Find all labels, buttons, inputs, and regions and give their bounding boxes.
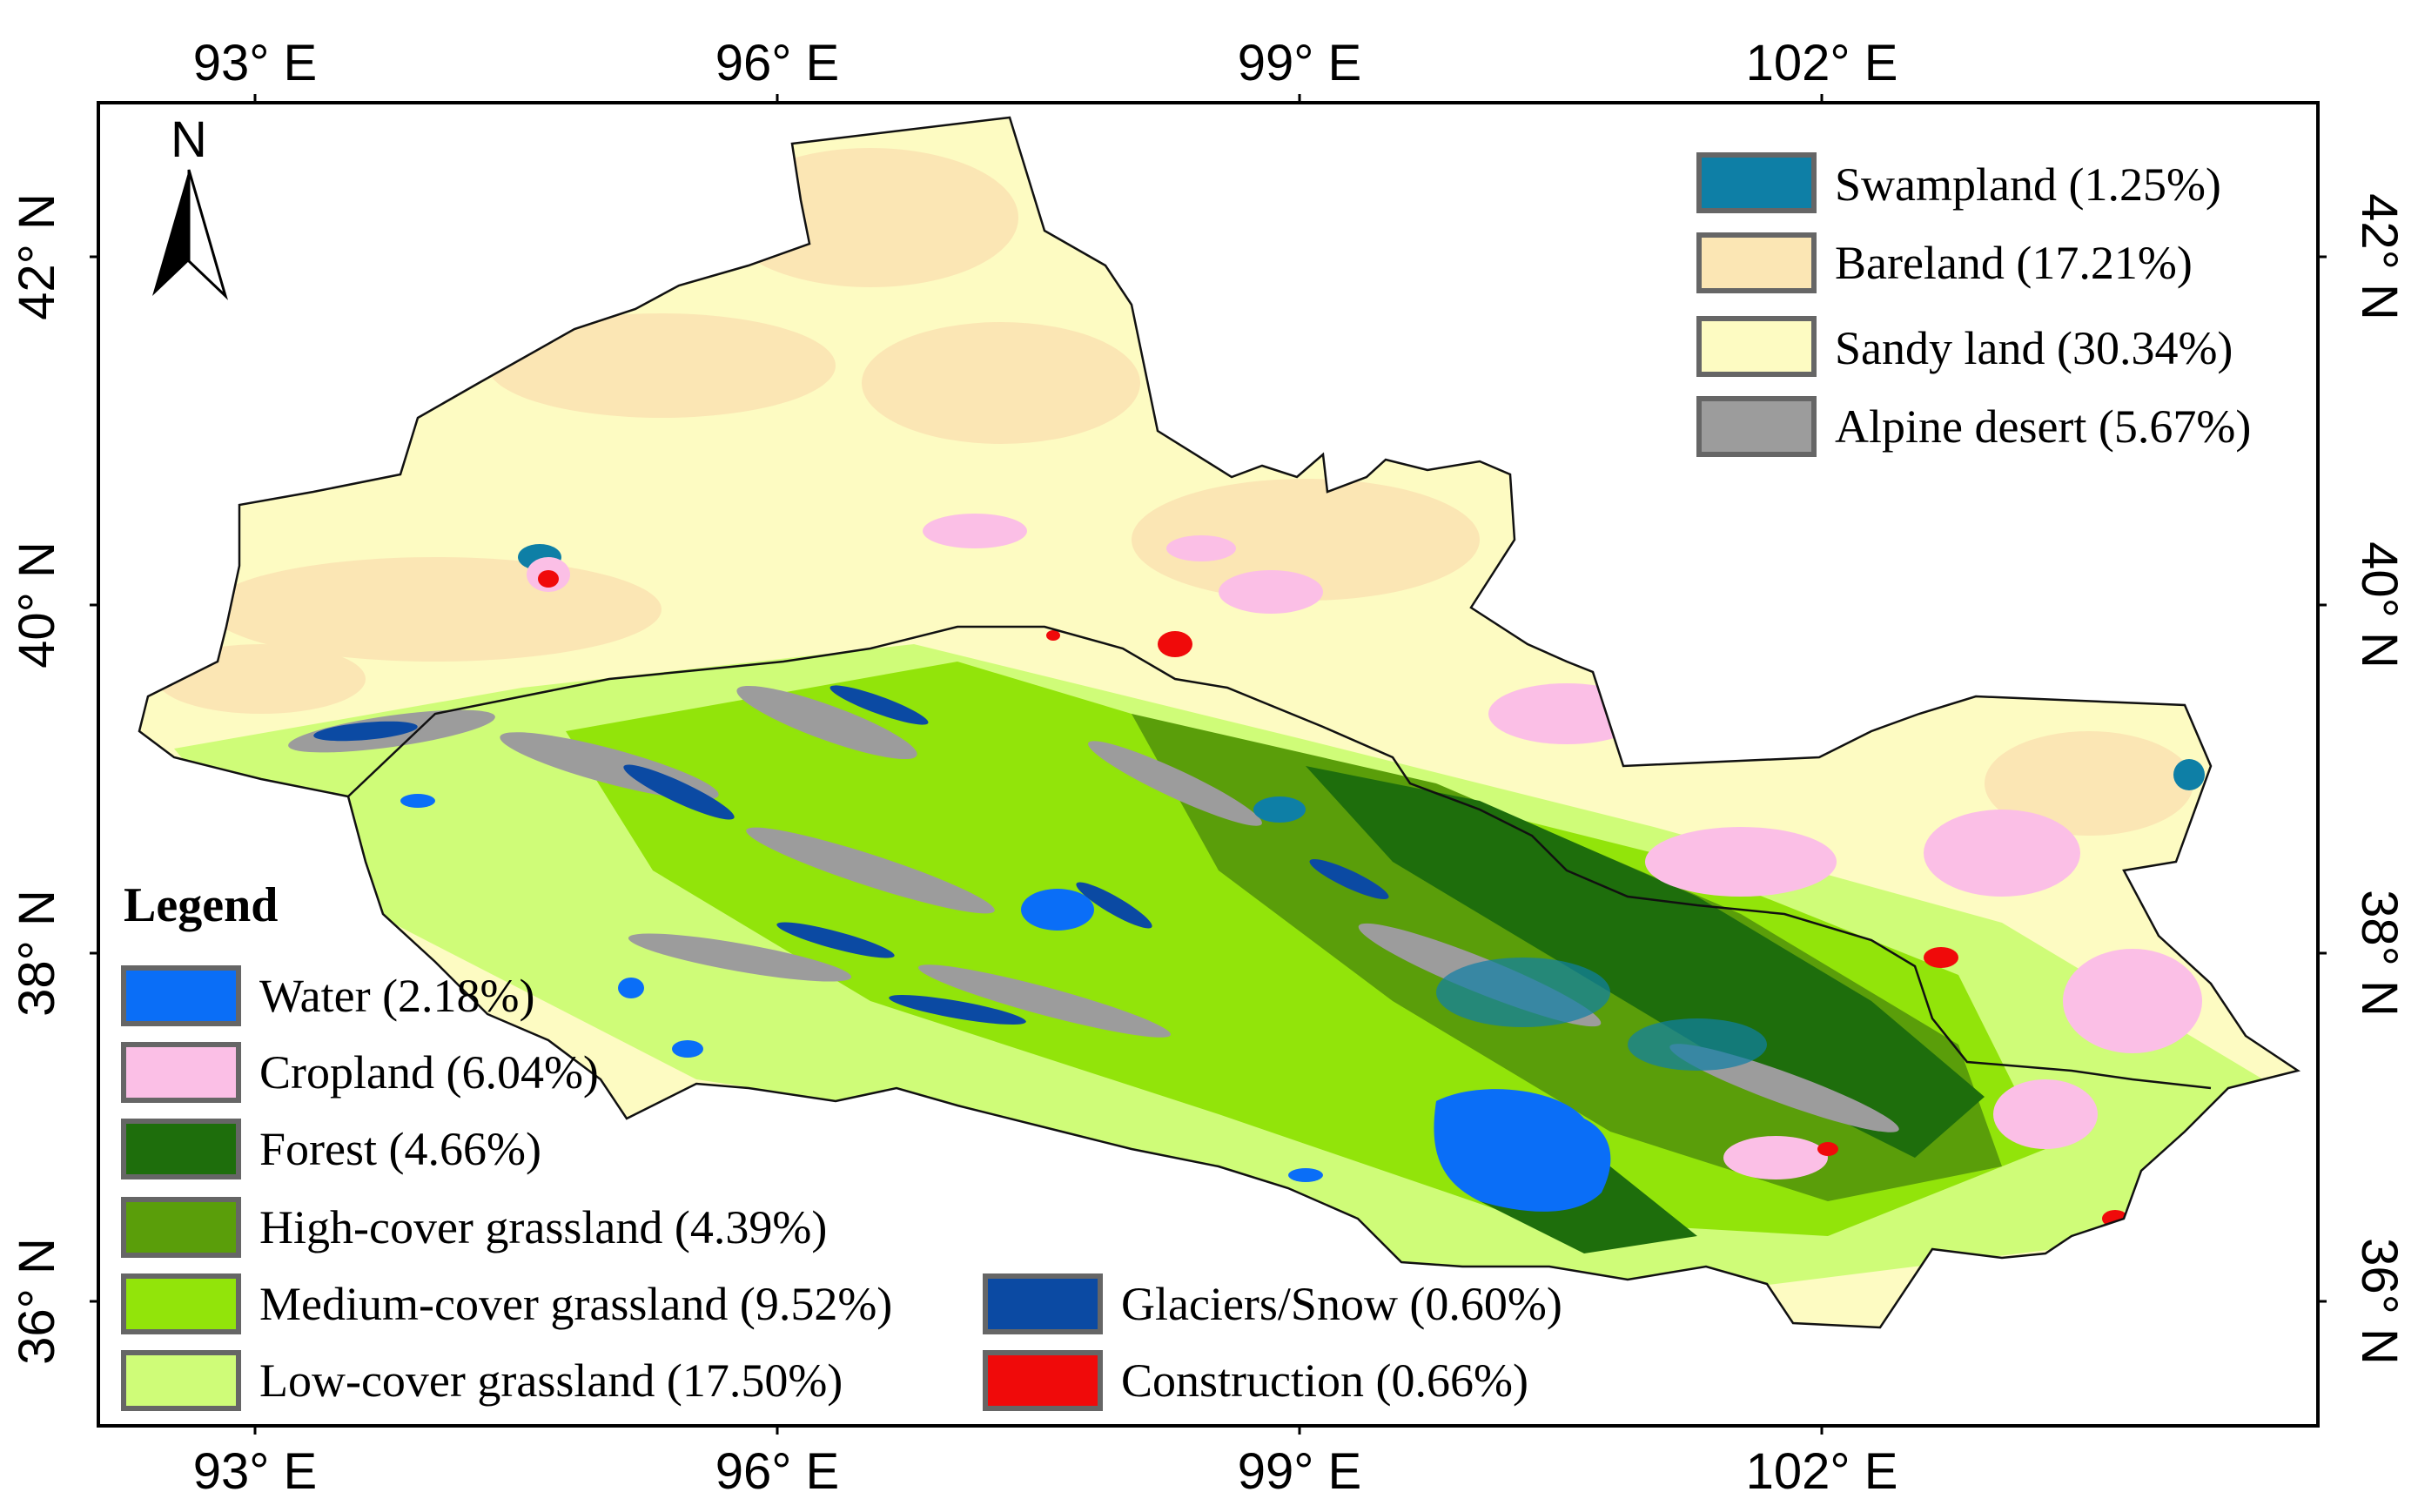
lon-tick-top: 93° E [193, 35, 318, 91]
legend-swatch [121, 1197, 241, 1258]
legend-swatch [121, 965, 241, 1026]
lat-tick-right: 42° N [2351, 193, 2408, 320]
legend-item-water: Water (2.18%) [121, 965, 535, 1026]
legend-item-swampland: Swampland (1.25%) [1696, 152, 2221, 213]
legend-bottom: Legend Water (2.18%) Cropland (6.04%) Fo… [121, 878, 1562, 1411]
legend-item-alpine-desert: Alpine desert (5.67%) [1696, 396, 2251, 457]
legend-swatch [983, 1350, 1103, 1411]
legend-label: Low-cover grassland (17.50%) [259, 1354, 843, 1407]
legend-item-forest: Forest (4.66%) [121, 1119, 541, 1179]
north-label: N [171, 111, 207, 168]
legend-item-high-cover-grassland: High-cover grassland (4.39%) [121, 1197, 827, 1258]
legend-swatch [1696, 232, 1817, 293]
legend-item-glaciers-snow: Glaciers/Snow (0.60%) [983, 1273, 1562, 1334]
legend-label: Sandy land (30.34%) [1835, 322, 2233, 374]
north-arrow-icon [152, 169, 228, 300]
internal-boundary [347, 625, 2212, 1090]
lon-tick-bottom: 102° E [1746, 1443, 1898, 1500]
legend-label: Alpine desert (5.67%) [1835, 400, 2251, 453]
latitude-labels-left: 42° N 40° N 38° N 36° N [9, 193, 65, 1365]
lat-tick-left: 36° N [9, 1238, 65, 1365]
legend-label: Medium-cover grassland (9.52%) [259, 1278, 892, 1330]
legend-label: Swampland (1.25%) [1835, 158, 2221, 211]
lon-tick-bottom: 93° E [193, 1443, 318, 1500]
legend-item-medium-cover-grassland: Medium-cover grassland (9.52%) [121, 1273, 892, 1334]
lat-tick-right: 36° N [2351, 1238, 2408, 1365]
legend-item-construction: Construction (0.66%) [983, 1350, 1528, 1411]
lat-tick-left: 38° N [9, 890, 65, 1017]
lon-tick-top: 99° E [1238, 35, 1362, 91]
lat-tick-left: 40° N [9, 541, 65, 669]
legend-label: Glaciers/Snow (0.60%) [1121, 1278, 1562, 1330]
lon-tick-top: 96° E [715, 35, 840, 91]
legend-label: Forest (4.66%) [259, 1123, 541, 1175]
tick-marks [90, 94, 2327, 1435]
study-region [138, 116, 2300, 1329]
legend-label: Water (2.18%) [259, 970, 535, 1022]
lon-tick-bottom: 99° E [1238, 1443, 1362, 1500]
legend-item-low-cover-grassland: Low-cover grassland (17.50%) [121, 1350, 843, 1411]
north-arrow: N [152, 111, 228, 300]
legend-swatch [983, 1273, 1103, 1334]
legend-item-cropland: Cropland (6.04%) [121, 1042, 599, 1103]
legend-item-sandy-land: Sandy land (30.34%) [1696, 316, 2233, 377]
legend-swatch [121, 1273, 241, 1334]
legend-label: Cropland (6.04%) [259, 1046, 599, 1099]
legend-label: Construction (0.66%) [1121, 1354, 1528, 1407]
legend-title: Legend [124, 878, 278, 932]
legend-swatch [1696, 316, 1817, 377]
legend-item-bareland: Bareland (17.21%) [1696, 232, 2193, 293]
longitude-labels-top: 93° E 96° E 99° E 102° E [193, 35, 1898, 91]
legend-label: High-cover grassland (4.39%) [259, 1201, 827, 1253]
legend-swatch [1696, 396, 1817, 457]
lon-tick-top: 102° E [1746, 35, 1898, 91]
longitude-labels-bottom: 93° E 96° E 99° E 102° E [193, 1443, 1898, 1500]
lon-tick-bottom: 96° E [715, 1443, 840, 1500]
legend-swatch [121, 1119, 241, 1179]
legend-swatch [1696, 152, 1817, 213]
latitude-labels-right: 42° N 40° N 38° N 36° N [2351, 193, 2408, 1365]
lat-tick-right: 40° N [2351, 541, 2408, 669]
legend-swatch [121, 1042, 241, 1103]
lat-tick-left: 42° N [9, 193, 65, 320]
legend-label: Bareland (17.21%) [1835, 237, 2193, 289]
legend-swatch [121, 1350, 241, 1411]
legend-top-right: Swampland (1.25%) Bareland (17.21%) Sand… [1696, 152, 2251, 457]
lat-tick-right: 38° N [2351, 890, 2408, 1017]
